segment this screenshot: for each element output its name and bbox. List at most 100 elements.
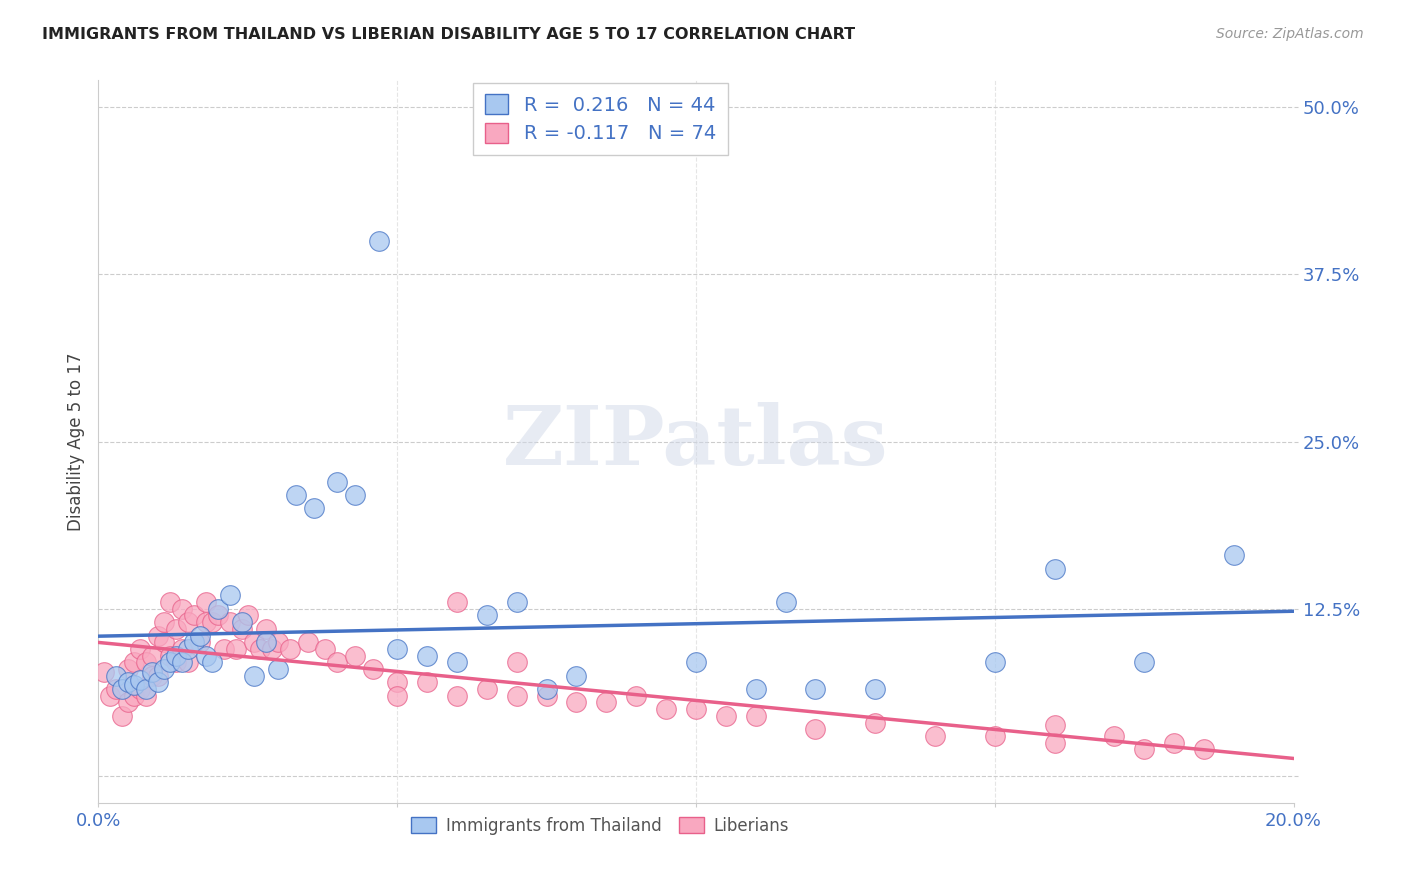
Point (135, 681, 157, 696)
Point (165, 622, 187, 636)
Point (385, 675, 409, 690)
Point (385, 642, 409, 657)
Point (159, 595, 181, 609)
Point (565, 696, 588, 710)
Point (219, 589, 242, 603)
Point (177, 642, 200, 657)
Text: Source: ZipAtlas.com: Source: ZipAtlas.com (1216, 27, 1364, 41)
Point (536, 681, 558, 696)
Point (655, 702, 678, 716)
Point (302, 501, 325, 516)
Point (1043, 735, 1066, 749)
Point (231, 622, 253, 636)
Point (344, 488, 367, 502)
Point (105, 681, 128, 696)
Point (105, 669, 128, 683)
Point (117, 675, 139, 690)
Point (260, 642, 283, 657)
Point (267, 662, 290, 676)
Point (595, 696, 617, 710)
Point (195, 648, 218, 663)
Point (626, 689, 648, 703)
Point (475, 608, 498, 623)
Point (129, 681, 152, 696)
Point (236, 608, 259, 623)
Point (172, 655, 194, 669)
Point (148, 669, 170, 683)
Point (165, 648, 187, 663)
Point (267, 635, 290, 649)
Point (278, 642, 301, 657)
Point (368, 234, 391, 248)
Point (1133, 655, 1156, 669)
Point (159, 655, 181, 669)
Point (212, 642, 235, 657)
Point (124, 655, 146, 669)
Point (254, 635, 277, 649)
Point (111, 681, 134, 696)
Point (93, 665, 115, 679)
Point (177, 655, 200, 669)
Point (225, 642, 247, 657)
Point (984, 655, 1007, 669)
Point (243, 635, 266, 649)
Point (865, 681, 887, 696)
Point (804, 723, 827, 737)
Point (153, 635, 176, 649)
Point (195, 595, 218, 609)
Point (363, 662, 385, 676)
Point (506, 689, 529, 703)
Point (984, 729, 1007, 743)
Point (924, 729, 946, 743)
Point (685, 655, 707, 669)
Point (475, 681, 498, 696)
Point (188, 635, 211, 649)
Point (446, 595, 468, 609)
Point (201, 615, 224, 630)
Point (148, 629, 170, 643)
Point (219, 615, 242, 630)
Legend: Immigrants from Thailand, Liberians: Immigrants from Thailand, Liberians (405, 810, 796, 841)
Point (254, 622, 277, 636)
Point (745, 708, 768, 723)
Point (135, 655, 157, 669)
Point (326, 655, 349, 669)
Point (129, 642, 152, 657)
Point (249, 642, 271, 657)
Point (243, 669, 266, 683)
Point (129, 673, 152, 687)
Point (804, 681, 827, 696)
Point (714, 708, 737, 723)
Y-axis label: Disability Age 5 to 17: Disability Age 5 to 17 (66, 352, 84, 531)
Text: IMMIGRANTS FROM THAILAND VS LIBERIAN DISABILITY AGE 5 TO 17 CORRELATION CHART: IMMIGRANTS FROM THAILAND VS LIBERIAN DIS… (42, 27, 855, 42)
Point (416, 648, 439, 663)
Point (326, 475, 349, 489)
Point (195, 615, 218, 630)
Point (201, 655, 224, 669)
Point (153, 615, 176, 630)
Point (172, 642, 194, 657)
Point (1133, 742, 1156, 756)
Point (183, 635, 205, 649)
Point (148, 675, 170, 690)
Point (1043, 562, 1066, 576)
Point (188, 629, 211, 643)
Point (344, 648, 367, 663)
Point (536, 689, 558, 703)
Point (506, 655, 529, 669)
Point (124, 689, 146, 703)
Point (207, 602, 229, 616)
Point (183, 608, 205, 623)
Text: ZIPatlas: ZIPatlas (503, 401, 889, 482)
Point (141, 665, 163, 679)
Point (207, 608, 229, 623)
Point (565, 669, 588, 683)
Point (446, 655, 468, 669)
Point (775, 595, 797, 609)
Point (1043, 718, 1066, 732)
Point (685, 702, 707, 716)
Point (446, 689, 468, 703)
Point (117, 696, 139, 710)
Point (141, 648, 163, 663)
Point (385, 689, 409, 703)
